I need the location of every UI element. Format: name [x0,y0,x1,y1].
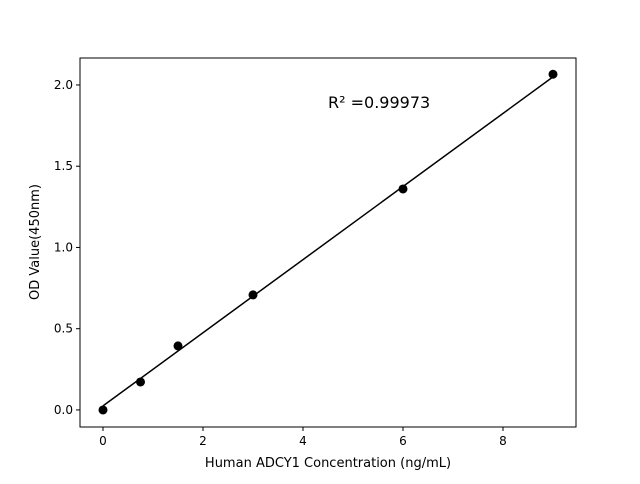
data-point [98,405,108,415]
y-tick-label: 0.5 [54,322,73,336]
data-point [398,184,408,194]
data-point [136,377,145,387]
y-tick-label: 0.0 [54,403,73,417]
y-tick-label: 2.0 [54,78,73,92]
x-tick-label: 0 [99,434,107,448]
x-tick-label: 4 [299,434,307,448]
x-tick-label: 8 [499,434,507,448]
y-axis-label: OD Value(450nm) [28,184,43,300]
y-tick-label: 1.5 [54,159,73,173]
x-axis-label: Human ADCY1 Concentration (ng/mL) [205,456,451,471]
data-point [173,341,183,351]
x-tick-label: 2 [199,434,207,448]
x-tick-label: 6 [399,434,407,448]
data-point [548,69,558,79]
annotation-r-squared: R² =0.99973 [328,93,430,112]
y-tick-label: 1.0 [54,240,73,254]
plot-frame [79,57,577,428]
fit-line [102,76,554,407]
data-point [248,290,258,300]
